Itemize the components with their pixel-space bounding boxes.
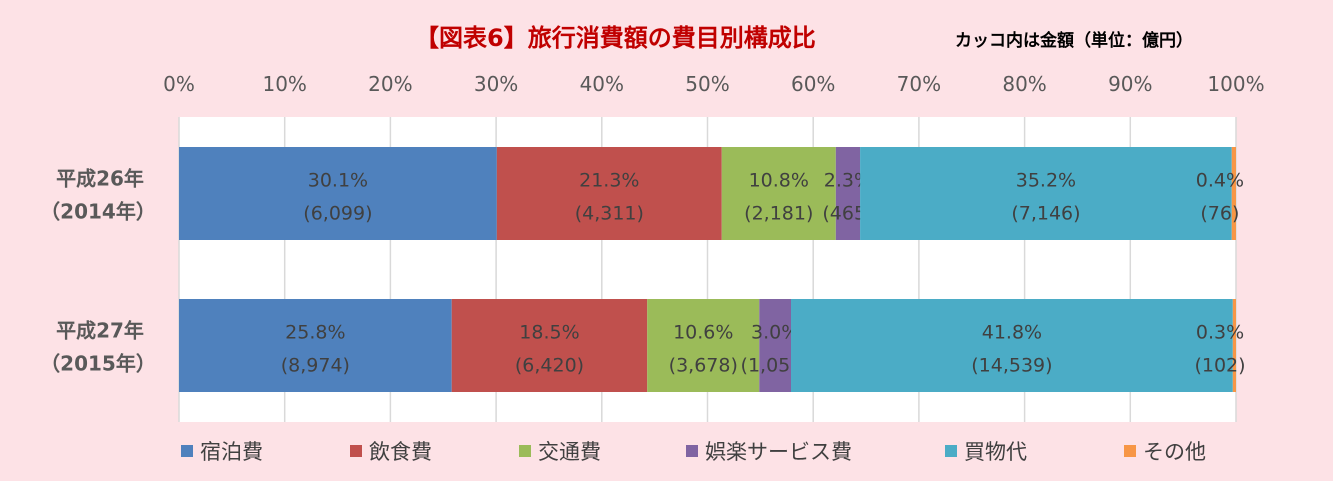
- data-label: 10.8%: [749, 170, 809, 192]
- legend-label: 飲食費: [369, 440, 432, 464]
- category-label: 平成26年: [56, 167, 144, 191]
- bar-segment: [860, 147, 1232, 240]
- x-tick-label: 20%: [368, 72, 412, 96]
- legend-swatch: [686, 445, 698, 457]
- chart-title: 【図表6】旅行消費額の費目別構成比: [415, 24, 816, 52]
- data-amount-label: (8,974): [281, 355, 350, 377]
- category-sublabel: （2015年）: [40, 352, 156, 376]
- category-sublabel: （2014年）: [40, 200, 156, 224]
- data-amount-label: (14,539): [971, 355, 1052, 377]
- x-tick-label: 0%: [163, 72, 195, 96]
- bar-segment: [835, 147, 861, 240]
- data-amount-label: (6,099): [303, 203, 372, 225]
- x-tick-label: 60%: [791, 72, 835, 96]
- category-label: 平成27年: [56, 319, 144, 343]
- data-amount-label: (6,420): [515, 355, 584, 377]
- data-amount-label: (2,181): [744, 203, 813, 225]
- x-tick-label: 30%: [474, 72, 518, 96]
- data-label: 0.4%: [1196, 170, 1244, 192]
- legend: 宿泊費 飲食費 交通費 娯楽サービス費 買物代 その他: [181, 440, 1206, 464]
- bar-segment: [496, 147, 722, 240]
- data-label: 30.1%: [308, 170, 368, 192]
- data-amount-label: (76): [1200, 203, 1239, 225]
- x-tick-label: 80%: [1002, 72, 1046, 96]
- legend-label: 宿泊費: [200, 440, 263, 464]
- data-amount-label: (102): [1194, 355, 1245, 377]
- bar-segment: [721, 147, 836, 240]
- legend-swatch: [1124, 445, 1136, 457]
- data-label: 25.8%: [285, 322, 345, 344]
- bar-segment: [647, 299, 760, 392]
- x-tick-label: 40%: [580, 72, 624, 96]
- legend-swatch: [350, 445, 362, 457]
- data-label: 3.0%: [751, 322, 799, 344]
- bar-segment: [759, 299, 792, 392]
- bar-segment: [179, 147, 497, 240]
- data-amount-label: (7,146): [1011, 203, 1080, 225]
- data-label: 2.3%: [824, 170, 872, 192]
- legend-label: 交通費: [538, 440, 601, 464]
- legend-swatch: [181, 445, 193, 457]
- data-amount-label: (3,678): [669, 355, 738, 377]
- x-tick-label: 50%: [685, 72, 729, 96]
- chart-subtitle: カッコ内は金額（単位：億円）: [955, 30, 1193, 51]
- x-tick-label: 10%: [262, 72, 306, 96]
- legend-label: 娯楽サービス費: [705, 440, 852, 464]
- bar-segment: [1231, 147, 1236, 240]
- data-label: 18.5%: [519, 322, 579, 344]
- data-label: 21.3%: [579, 170, 639, 192]
- data-amount-label: (4,311): [575, 203, 644, 225]
- bar-segment: [179, 299, 452, 392]
- x-tick-label: 70%: [897, 72, 941, 96]
- legend-swatch: [519, 445, 531, 457]
- bar-segment: [1232, 299, 1236, 392]
- legend-label: 買物代: [964, 440, 1027, 464]
- data-label: 35.2%: [1016, 170, 1076, 192]
- x-axis-ticks: 0% 10% 20% 30% 40% 50% 60% 70% 80% 90% 100%: [163, 72, 1264, 96]
- bar-segment: [451, 299, 648, 392]
- x-tick-label: 100%: [1207, 72, 1264, 96]
- x-tick-label: 90%: [1108, 72, 1152, 96]
- data-label: 10.6%: [673, 322, 733, 344]
- bars: 30.1% (6,099) 21.3% (4,311) 10.8% (2,181) 2.3%…: [179, 147, 1246, 392]
- data-label: 41.8%: [982, 322, 1042, 344]
- category-labels: 平成26年 （2014年） 平成27年 （2015年）: [40, 167, 156, 376]
- legend-label: その他: [1143, 440, 1206, 464]
- data-label: 0.3%: [1196, 322, 1244, 344]
- bar-segment: [791, 299, 1233, 392]
- legend-swatch: [945, 445, 957, 457]
